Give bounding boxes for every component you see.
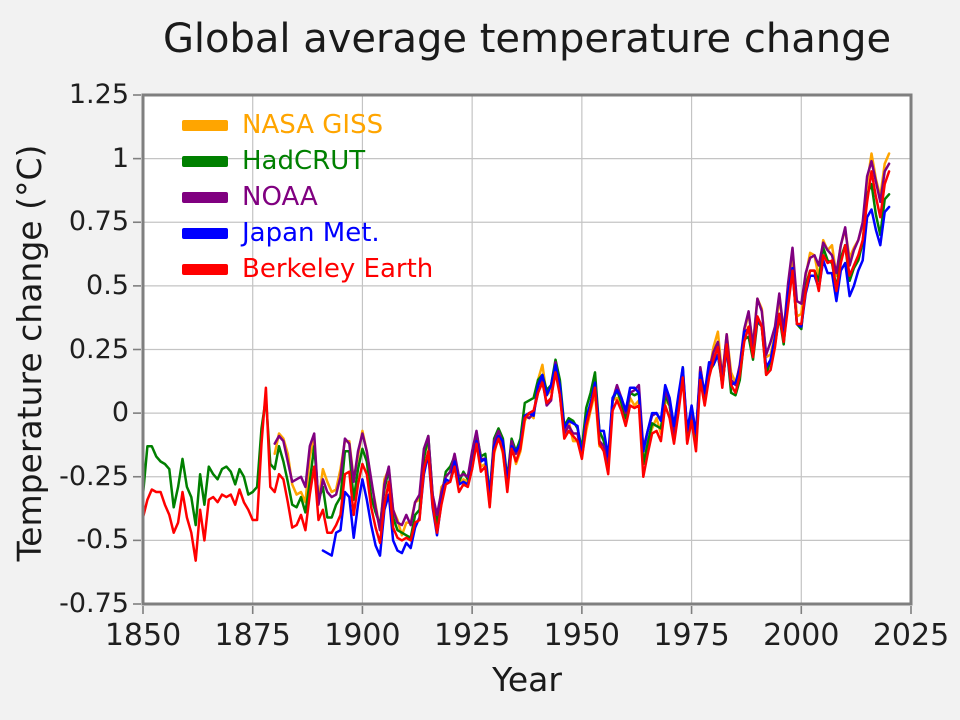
legend-item: NOAA xyxy=(182,179,433,215)
legend-label: HadCRUT xyxy=(242,146,366,176)
legend-swatch xyxy=(182,119,228,131)
y-tick-label: 0.5 xyxy=(86,269,129,301)
legend-swatch xyxy=(182,191,228,203)
legend-label: Japan Met. xyxy=(242,218,380,248)
x-tick-label: 2025 xyxy=(872,618,950,653)
plot-border xyxy=(141,93,913,606)
x-tick-label: 1950 xyxy=(543,618,621,653)
legend-item: Japan Met. xyxy=(182,215,433,251)
y-tick-label: 1 xyxy=(111,142,129,174)
series-line-berkeley-earth xyxy=(141,170,891,562)
x-tick-label: 2000 xyxy=(763,618,840,653)
chart-title: Global average temperature change xyxy=(162,16,892,62)
legend-swatch xyxy=(182,227,228,239)
y-tick-label: -0.25 xyxy=(59,460,129,492)
x-axis-label: Year xyxy=(492,660,562,699)
legend-item: Berkeley Earth xyxy=(182,251,433,287)
legend-item: NASA GISS xyxy=(182,107,433,143)
legend: NASA GISS HadCRUT NOAA Japan Met. Berkeley E… xyxy=(182,107,433,287)
x-tick-label: 1925 xyxy=(433,618,511,653)
legend-swatch xyxy=(182,155,228,167)
x-tick-label: 1975 xyxy=(653,618,730,653)
y-tick-label: 0.25 xyxy=(68,333,129,365)
y-tick-label: -0.5 xyxy=(76,524,129,556)
legend-swatch xyxy=(182,263,228,275)
y-tick-label: 1.25 xyxy=(68,79,129,110)
legend-item: HadCRUT xyxy=(182,143,433,179)
y-tick-label: 0 xyxy=(111,397,129,429)
legend-label: NOAA xyxy=(242,182,318,212)
legend-label: NASA GISS xyxy=(242,110,384,140)
x-tick-label: 1875 xyxy=(214,618,291,653)
legend-label: Berkeley Earth xyxy=(242,254,434,284)
x-tick-label: 1850 xyxy=(104,618,182,653)
x-tick-label: 1900 xyxy=(324,618,401,653)
y-tick-label: -0.75 xyxy=(59,588,129,619)
y-tick-label: 0.75 xyxy=(68,206,129,238)
